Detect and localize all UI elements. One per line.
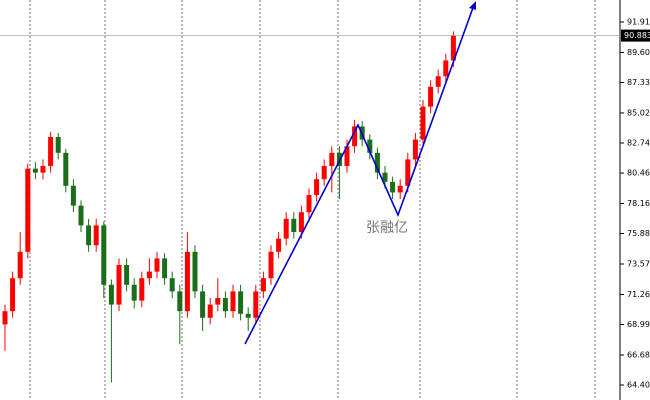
- candle-body: [435, 76, 441, 87]
- candle-body: [63, 152, 69, 186]
- candle-body: [207, 304, 213, 318]
- y-tick-label: 91.915: [627, 17, 650, 26]
- candle-body: [405, 159, 411, 186]
- candle-body: [131, 284, 137, 301]
- arrow-head: [469, 1, 476, 10]
- candle-body: [390, 181, 396, 193]
- candle-body: [238, 291, 244, 314]
- candle-body: [344, 146, 350, 167]
- candle-body: [321, 166, 327, 180]
- candle-body: [139, 278, 145, 301]
- candle-body: [450, 35, 456, 61]
- candle-body: [108, 284, 114, 305]
- y-tick-label: 87.330: [627, 78, 650, 87]
- candle-body: [10, 278, 16, 312]
- candle-body: [428, 86, 434, 107]
- candle-body: [184, 251, 190, 312]
- candle-body: [374, 152, 380, 173]
- candle-body: [291, 218, 297, 233]
- vertical-grid: [29, 0, 596, 400]
- candle-body: [48, 136, 54, 167]
- candle-body: [245, 313, 251, 318]
- candle-body: [86, 225, 92, 246]
- candle-body: [314, 179, 320, 196]
- candle-body: [17, 251, 23, 279]
- y-tick-label: 71.265: [627, 290, 650, 299]
- candle-body: [260, 278, 266, 292]
- watermark: 张融亿: [366, 220, 408, 236]
- y-tick-label: 89.605: [627, 48, 650, 57]
- candle-body: [230, 291, 236, 312]
- candle-body: [268, 251, 274, 279]
- y-tick-label: 73.575: [627, 260, 650, 269]
- candle-body: [253, 291, 259, 318]
- candle-body: [116, 264, 122, 305]
- y-tick-label: 64.405: [627, 381, 650, 390]
- candle-body: [352, 126, 358, 147]
- y-tick-label: 78.160: [627, 199, 650, 208]
- candle-body: [146, 271, 152, 279]
- candle-body: [367, 139, 373, 153]
- candle-body: [2, 311, 8, 325]
- trend-line: [244, 4, 475, 345]
- y-tick-label: 66.680: [627, 350, 650, 359]
- y-tick-label: 85.020: [627, 108, 650, 117]
- candle-body: [162, 258, 168, 279]
- candle-body: [382, 172, 388, 182]
- candle-body: [329, 152, 335, 167]
- candle-body: [443, 60, 449, 77]
- candle-body: [101, 225, 107, 285]
- candle-body: [298, 212, 304, 233]
- y-tick-label: 68.990: [627, 320, 650, 329]
- candle-body: [397, 185, 403, 193]
- candle-body: [93, 225, 99, 246]
- candle-body: [283, 218, 289, 239]
- candle-body: [70, 185, 76, 206]
- candle-body: [124, 264, 130, 285]
- last-price-box: [621, 29, 650, 42]
- last-price-label: 90.883: [624, 31, 650, 40]
- candle-body: [25, 168, 31, 252]
- candle-body: [200, 291, 206, 318]
- y-tick-label: 82.745: [627, 138, 650, 147]
- candle-body: [215, 297, 221, 305]
- candle-body: [32, 168, 38, 173]
- candle-body: [306, 195, 312, 213]
- y-tick-label: 80.465: [627, 169, 650, 178]
- candle-body: [412, 139, 418, 160]
- candle-body: [192, 251, 198, 292]
- candle-body: [177, 291, 183, 312]
- candle-body: [154, 258, 160, 272]
- candle-body: [420, 106, 426, 140]
- candle-body: [169, 278, 175, 292]
- candle-body: [78, 205, 84, 226]
- candle-body: [276, 238, 282, 252]
- candle-body: [40, 166, 46, 173]
- candle-body: [55, 136, 61, 153]
- y-tick-label: 75.885: [627, 229, 650, 238]
- candle-body: [222, 297, 228, 312]
